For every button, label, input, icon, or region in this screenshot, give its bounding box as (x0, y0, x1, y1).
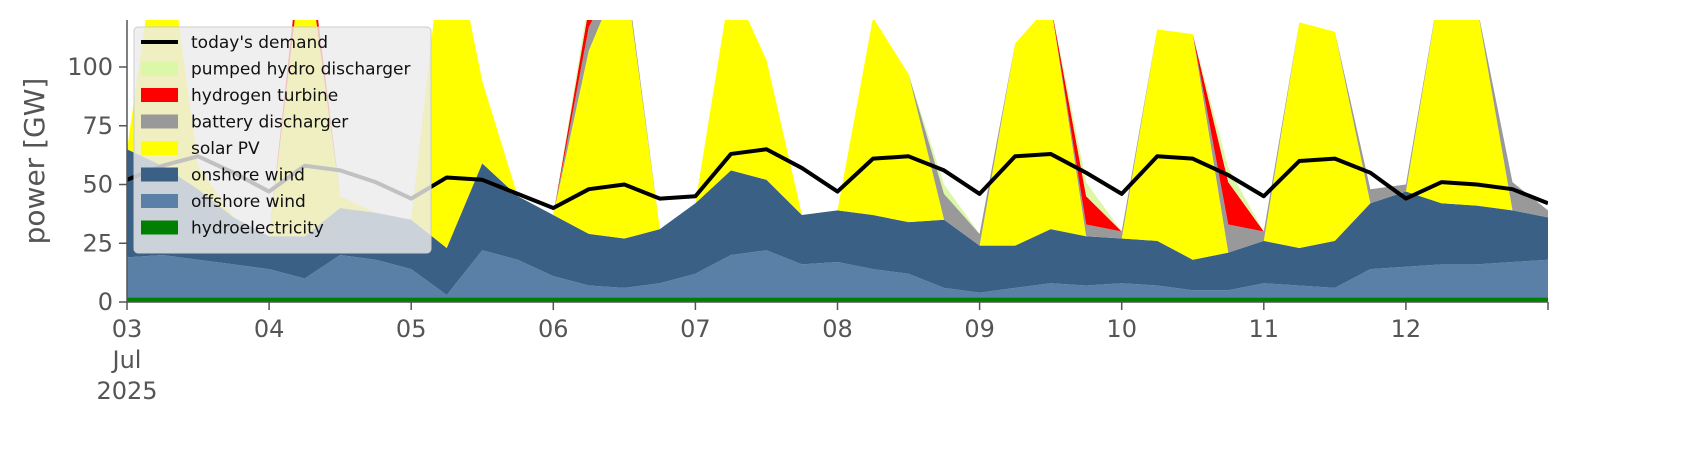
axes: 0 25 50 75 100 03 04 05 06 07 08 09 10 11 12 Jul 2025 (67, 20, 1549, 405)
legend-label: battery discharger (191, 113, 348, 133)
plot-areas (127, 20, 1548, 302)
legend-label: onshore wind (191, 166, 305, 186)
y-tick-label: 0 (98, 288, 113, 316)
area-hydroelectricity (127, 297, 1548, 302)
x-tick-label: 09 (964, 315, 995, 343)
y-axis-label: power [GW] (18, 78, 51, 245)
legend-swatch (141, 88, 178, 102)
legend-label: hydrogen turbine (191, 86, 338, 106)
area-onshore-wind (127, 149, 1548, 295)
legend-label: solar PV (191, 139, 260, 159)
legend-swatch (141, 194, 178, 208)
legend-label: today's demand (191, 33, 328, 53)
x-tick-label: 05 (396, 315, 427, 343)
x-tick-label: 11 (1249, 315, 1280, 343)
legend-box (133, 26, 432, 254)
legend-swatch (141, 167, 178, 182)
legend-swatch (141, 61, 178, 76)
legend-label: pumped hydro discharger (191, 60, 410, 80)
legend: today's demand pumped hydro discharger hyd… (133, 26, 432, 254)
x-tick-label: 08 (822, 315, 853, 343)
y-tick-label: 25 (82, 229, 113, 257)
y-tick-label: 75 (82, 112, 113, 140)
x-tick-label: 03 (112, 315, 143, 343)
area-solar-pv (127, 20, 1548, 260)
legend-swatch (141, 141, 178, 155)
x-tick-label: 07 (680, 315, 711, 343)
x-tick-label: 04 (254, 315, 285, 343)
area-offshore-wind (127, 250, 1548, 298)
y-tick-label: 100 (67, 53, 113, 81)
x-tick-label: 12 (1391, 315, 1422, 343)
legend-swatch (141, 220, 178, 235)
legend-swatch (141, 114, 178, 129)
legend-label: hydroelectricity (191, 219, 324, 239)
x-tick-sublabel: 2025 (96, 377, 157, 405)
x-tick-label: 10 (1106, 315, 1137, 343)
x-tick-label: 06 (538, 315, 569, 343)
y-tick-label: 50 (82, 171, 113, 199)
legend-label: offshore wind (191, 192, 306, 212)
x-tick-sublabel: Jul (111, 346, 142, 374)
